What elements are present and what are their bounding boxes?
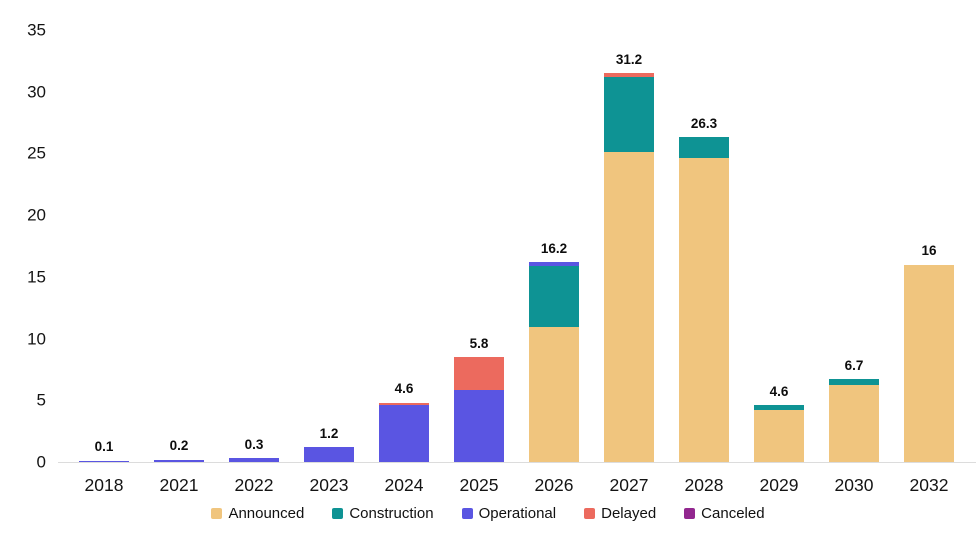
- x-tick-label-2024: 2024: [384, 475, 424, 495]
- y-tick-label-10: 10: [27, 329, 46, 349]
- bar-2027-construction-segment: [604, 76, 654, 153]
- bar-2026-construction-segment: [529, 265, 579, 328]
- bar-2029-construction-segment: [754, 405, 804, 411]
- x-tick-label-2018: 2018: [84, 475, 124, 495]
- y-tick-label-15: 15: [27, 267, 46, 287]
- bar-value-label-2029: 4.6: [769, 383, 789, 399]
- legend-item-operational: Operational: [461, 505, 557, 522]
- x-tick-label-2023: 2023: [309, 475, 349, 495]
- legend-label-canceled: Canceled: [701, 505, 765, 522]
- bar-2030-construction-segment: [829, 379, 879, 386]
- bar-2023-operational-segment: [304, 447, 354, 462]
- x-tick-label-2030: 2030: [834, 475, 874, 495]
- y-tick-label-35: 35: [27, 20, 46, 40]
- y-tick-label-5: 5: [36, 390, 46, 410]
- x-axis-line: [58, 461, 976, 463]
- legend-item-construction: Construction: [332, 505, 434, 522]
- x-tick-label-2027: 2027: [609, 475, 649, 495]
- bar-value-label-2026: 16.2: [540, 240, 568, 256]
- y-tick-label-0: 0: [36, 452, 46, 472]
- legend-item-delayed: Delayed: [584, 506, 656, 521]
- bar-2022-operational-segment: [229, 458, 279, 462]
- bar-2028-construction-segment: [679, 137, 729, 159]
- legend-item-announced: Announced: [211, 506, 304, 521]
- legend-swatch-announced: [211, 508, 223, 519]
- x-tick-label-2028: 2028: [684, 475, 724, 495]
- legend-swatch-operational: [461, 508, 473, 519]
- bar-2028-announced-segment: [679, 158, 729, 462]
- bar-2027-delayed-segment: [604, 73, 654, 77]
- bar-2027-announced-segment: [604, 152, 654, 462]
- bar-2025-delayed-segment: [454, 357, 504, 391]
- bar-value-label-2023: 1.2: [319, 425, 339, 441]
- x-tick-label-2022: 2022: [234, 475, 274, 495]
- legend-label-announced: Announced: [228, 505, 305, 522]
- bar-value-label-2027: 31.2: [615, 51, 643, 67]
- y-tick-label-30: 30: [27, 82, 46, 102]
- x-tick-label-2021: 2021: [159, 475, 199, 495]
- y-tick-label-20: 20: [27, 205, 46, 225]
- bar-2021-operational-segment: [154, 459, 204, 462]
- bar-value-label-2032: 16: [921, 243, 937, 259]
- legend-swatch-canceled: [684, 508, 696, 519]
- x-tick-label-2032: 2032: [909, 475, 949, 495]
- legend: Announced Construction Operational Delayed C…: [0, 506, 976, 521]
- legend-label-construction: Construction: [349, 505, 434, 522]
- bar-value-label-2030: 6.7: [844, 357, 864, 373]
- x-tick-label-2029: 2029: [759, 475, 799, 495]
- bar-2026-announced-segment: [529, 327, 579, 462]
- bar-2018-operational-segment: [79, 460, 129, 462]
- bar-2024-delayed-segment: [379, 402, 429, 406]
- y-tick-label-25: 25: [27, 143, 46, 163]
- bar-value-label-2021: 0.2: [169, 438, 189, 454]
- legend-label-delayed: Delayed: [601, 505, 657, 522]
- legend-swatch-construction: [332, 508, 344, 519]
- x-tick-label-2025: 2025: [459, 475, 499, 495]
- bar-value-label-2028: 26.3: [690, 115, 718, 131]
- bar-2024-operational-segment: [379, 405, 429, 462]
- bar-2025-operational-segment: [454, 390, 504, 462]
- bar-value-label-2024: 4.6: [394, 381, 414, 397]
- legend-swatch-delayed: [584, 508, 596, 519]
- bar-2030-announced-segment: [829, 385, 879, 462]
- x-tick-label-2026: 2026: [534, 475, 574, 495]
- legend-label-operational: Operational: [478, 505, 557, 522]
- bar-value-label-2025: 5.8: [469, 335, 489, 351]
- bar-2026-operational-segment: [529, 262, 579, 266]
- bar-2032-announced-segment: [904, 264, 954, 462]
- bar-2029-announced-segment: [754, 410, 804, 462]
- bar-value-label-2022: 0.3: [244, 436, 264, 452]
- bar-value-label-2018: 0.1: [94, 439, 114, 455]
- legend-item-canceled: Canceled: [684, 505, 765, 522]
